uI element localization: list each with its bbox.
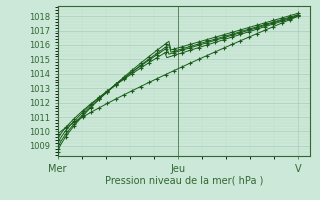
X-axis label: Pression niveau de la mer( hPa ): Pression niveau de la mer( hPa ) — [105, 175, 263, 185]
